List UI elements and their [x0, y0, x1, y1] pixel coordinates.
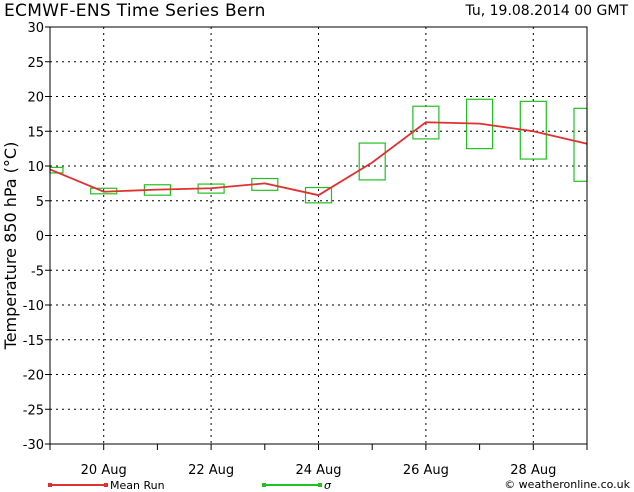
x-axis-ticks: 20 Aug 22 Aug 24 Aug 26 Aug 28 Aug [49, 444, 588, 478]
sigma-box [573, 107, 588, 182]
plot-frame [49, 26, 588, 445]
y-tick-label: -15 [23, 334, 44, 349]
sigma-box [358, 142, 386, 181]
y-tick-label: -30 [23, 438, 44, 453]
run-date: Tu, 19.08.2014 00 GMT [465, 3, 628, 19]
y-tick-label: -20 [23, 369, 44, 384]
y-axis-label: Temperature 850 hPa (°C) [1, 142, 20, 351]
legend-mean-marker-left [48, 483, 52, 487]
y-tick-label: 30 [27, 21, 44, 36]
x-tick-label: 28 Aug [510, 463, 556, 478]
legend-sigma-marker-right [318, 483, 322, 487]
y-tick-label: 25 [27, 56, 44, 71]
y-axis-ticks: 30 25 20 15 10 5 0 -5 -10 -15 -20 -25 -30 [23, 21, 50, 453]
y-tick-label: -5 [31, 264, 44, 279]
y-tick-label: 10 [27, 160, 44, 175]
y-tick-label: -10 [23, 299, 44, 314]
y-tick-label: 5 [36, 195, 44, 210]
mean-run-polyline [49, 121, 588, 197]
credit-text: © weatheronline.co.uk [504, 478, 630, 491]
legend [48, 483, 322, 487]
sigma-box [304, 186, 333, 204]
x-tick-label: 20 Aug [81, 463, 127, 478]
legend-mean-label: Mean Run [110, 479, 165, 492]
y-tick-label: 20 [27, 91, 44, 106]
x-tick-label: 24 Aug [295, 463, 341, 478]
legend-sigma-marker-left [262, 483, 266, 487]
sigma-boxes [49, 98, 588, 204]
chart-title: ECMWF-ENS Time Series Bern [4, 1, 266, 21]
y-tick-label: 0 [36, 230, 44, 245]
x-tick-label: 26 Aug [403, 463, 449, 478]
legend-sigma-label: σ [324, 479, 331, 492]
mean-run-line [49, 121, 588, 197]
legend-mean-marker-right [104, 483, 108, 487]
x-tick-label: 22 Aug [188, 463, 234, 478]
y-tick-label: 15 [27, 125, 44, 140]
y-tick-label: -25 [23, 403, 44, 418]
grid-lines [50, 27, 587, 444]
